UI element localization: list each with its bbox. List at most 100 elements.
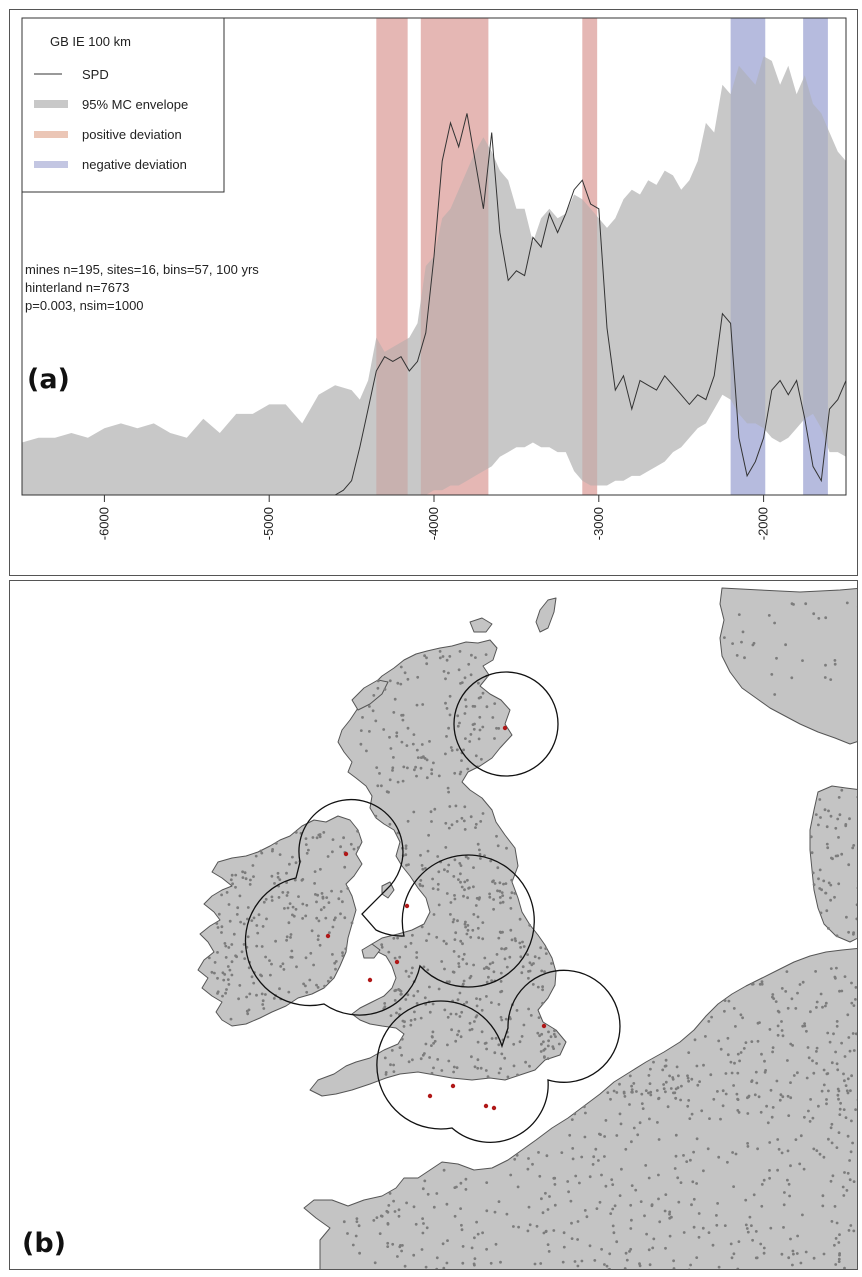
hinterland-site: [412, 1253, 416, 1257]
hinterland-site: [472, 866, 475, 869]
hinterland-site: [422, 1222, 425, 1225]
hinterland-site: [755, 1256, 759, 1260]
mine-site: [483, 1103, 489, 1109]
hinterland-site: [365, 749, 368, 753]
hinterland-site: [442, 1266, 446, 1269]
hinterland-site: [655, 1089, 659, 1092]
hinterland-site: [608, 1252, 612, 1256]
mine-site: [541, 1023, 547, 1029]
hinterland-site: [540, 1042, 543, 1046]
hinterland-site: [710, 1015, 713, 1019]
hinterland-site: [829, 814, 833, 818]
hinterland-site: [592, 1155, 596, 1159]
hinterland-site: [458, 772, 462, 776]
hinterland-site: [692, 1150, 695, 1154]
hinterland-site: [398, 1007, 402, 1011]
hinterland-site: [477, 681, 480, 685]
hinterland-site: [831, 1174, 835, 1178]
hinterland-site: [376, 686, 380, 690]
hinterland-site: [401, 779, 405, 783]
hinterland-site: [451, 920, 455, 924]
hinterland-site: [802, 1167, 806, 1171]
hinterland-site: [691, 1180, 695, 1184]
x-tick-label: -4000: [426, 507, 441, 540]
hinterland-site: [488, 895, 492, 899]
hinterland-site: [721, 1104, 725, 1108]
hinterland-site: [613, 1204, 617, 1208]
hinterland-site: [636, 1133, 640, 1137]
hinterland-site: [445, 980, 449, 984]
hinterland-site: [473, 705, 477, 708]
hinterland-site: [376, 679, 380, 683]
hinterland-site: [359, 729, 363, 732]
hinterland-site: [476, 1058, 480, 1062]
hinterland-site: [535, 1224, 539, 1228]
hinterland-site: [829, 967, 833, 970]
hinterland-site: [544, 1191, 547, 1195]
hinterland-site: [225, 891, 229, 894]
hinterland-site: [503, 947, 506, 951]
hinterland-site: [781, 1034, 785, 1038]
hinterland-site: [264, 897, 268, 901]
hinterland-site: [781, 1095, 785, 1099]
hinterland-site: [620, 1167, 623, 1171]
hinterland-site: [449, 1012, 453, 1016]
hinterland-site: [815, 1006, 818, 1009]
hinterland-site: [393, 999, 397, 1002]
hinterland-site: [224, 944, 228, 948]
hinterland-site: [436, 882, 440, 886]
hinterland-site: [649, 1093, 653, 1097]
positive-deviation-overlay: [420, 18, 489, 495]
hinterland-site: [464, 737, 467, 740]
hinterland-site: [463, 676, 467, 680]
hinterland-site: [727, 999, 731, 1003]
hinterland-site: [554, 1035, 557, 1038]
hinterland-site: [570, 1237, 574, 1240]
hinterland-site: [334, 967, 337, 971]
hinterland-site: [484, 653, 488, 656]
hinterland-site: [423, 1052, 426, 1055]
hinterland-site: [397, 1214, 401, 1218]
hinterland-site: [668, 1216, 672, 1220]
hinterland-site: [428, 985, 431, 989]
hinterland-site: [420, 1248, 424, 1251]
hinterland-site: [415, 748, 419, 752]
hinterland-site: [393, 697, 397, 701]
hinterland-site: [603, 1155, 606, 1158]
hinterland-site: [392, 756, 395, 759]
hinterland-site: [483, 956, 487, 960]
positive-deviation-overlay: [582, 18, 598, 495]
hinterland-site: [460, 759, 463, 762]
panel-b-frame: [9, 580, 858, 1270]
hinterland-site: [301, 902, 305, 906]
hinterland-site: [588, 1244, 592, 1248]
hinterland-site: [241, 870, 245, 874]
hinterland-site: [501, 900, 505, 904]
hinterland-site: [615, 1134, 619, 1137]
spd-line: [22, 113, 847, 496]
hinterland-site: [805, 1076, 809, 1080]
hinterland-site: [847, 930, 850, 934]
hinterland-site: [737, 613, 741, 616]
negative-deviation-overlay: [803, 18, 828, 495]
hinterland-site: [753, 1093, 757, 1097]
hinterland-site: [497, 936, 501, 940]
hinterland-site: [432, 1041, 435, 1045]
hinterland-site: [515, 1009, 519, 1012]
hinterland-site: [461, 957, 465, 961]
hinterland-site: [618, 1082, 621, 1086]
hinterland-site: [425, 656, 428, 660]
hinterland-site: [701, 1226, 705, 1230]
hinterland-site: [593, 1259, 597, 1262]
hinterland-site: [847, 863, 851, 867]
hinterland-site: [762, 1251, 766, 1255]
hinterland-site: [334, 916, 337, 920]
panel-label-b: (b): [22, 1228, 66, 1259]
hinterland-site: [456, 714, 460, 718]
hinterland-site: [517, 1225, 520, 1229]
hinterland-site: [771, 1046, 775, 1049]
hinterland-site: [824, 1001, 828, 1005]
hinterland-site: [323, 984, 326, 988]
hinterland-site: [546, 1044, 550, 1048]
hinterland-site: [695, 1064, 699, 1068]
